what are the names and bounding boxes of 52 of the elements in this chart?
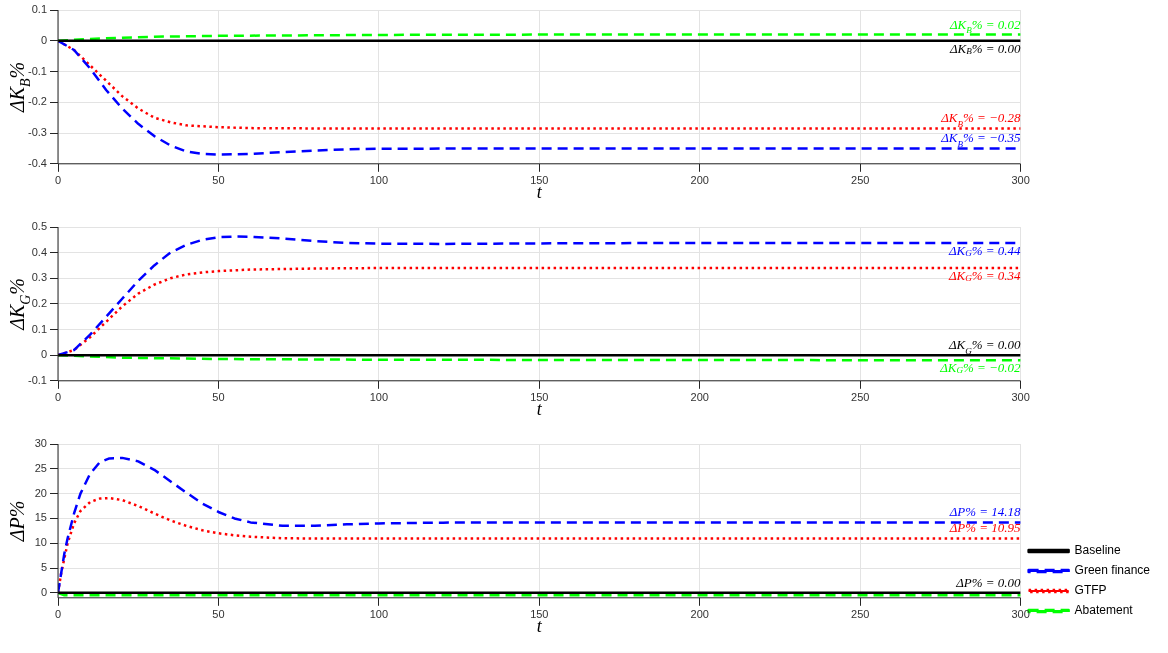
- y-axis-title: ΔKG%: [6, 277, 33, 331]
- y-tick-label: 0: [40, 585, 47, 598]
- y-tick-label: -0.2: [28, 95, 47, 108]
- annotation: ΔP% = 0.00: [955, 574, 1022, 590]
- x-tick-label: 200: [690, 608, 709, 621]
- y-axis-title: ΔP%: [6, 500, 28, 543]
- y-tick-label: -0.4: [28, 156, 47, 169]
- x-tick-label: 300: [1011, 608, 1030, 621]
- y-tick-label: 0.3: [31, 271, 47, 284]
- y-tick-label: 20: [34, 486, 47, 499]
- annotation: ΔP% = 10.95: [948, 520, 1022, 536]
- x-tick-label: 100: [369, 174, 389, 187]
- x-tick-label: 200: [690, 174, 709, 187]
- y-tick-label: 0.2: [31, 296, 47, 309]
- x-tick-label: 50: [212, 174, 225, 187]
- annotation: ΔKG% = −0.02: [939, 360, 1022, 376]
- y-tick-label: 25: [34, 461, 47, 474]
- x-tick-label: 200: [690, 391, 709, 404]
- y-tick-label: 15: [34, 511, 47, 524]
- y-tick-label: 0: [40, 348, 47, 361]
- legend-label: Abatement: [1074, 603, 1134, 618]
- y-tick-label: -0.3: [28, 126, 47, 139]
- y-tick-label: 0.4: [31, 245, 47, 258]
- x-tick-label: 0: [54, 391, 62, 404]
- x-tick-label: 300: [1011, 391, 1030, 404]
- x-tick-label: 100: [369, 608, 389, 621]
- y-tick-label: 5: [40, 561, 47, 574]
- y-tick-label: 30: [34, 437, 47, 450]
- y-tick-label: 10: [34, 536, 47, 549]
- x-tick-label: 250: [851, 391, 870, 404]
- y-tick-label: 0.5: [31, 220, 47, 233]
- legend-label: Green finance: [1074, 563, 1151, 578]
- legend-label: GTFP: [1074, 583, 1107, 598]
- x-tick-label: 100: [369, 391, 389, 404]
- y-tick-label: 0.1: [31, 322, 47, 335]
- x-tick-label: 0: [54, 608, 62, 621]
- x-tick-label: 0: [54, 174, 62, 187]
- y-tick-label: -0.1: [28, 373, 47, 386]
- x-tick-label: 250: [851, 174, 870, 187]
- x-tick-label: 300: [1011, 174, 1030, 187]
- annotation: ΔKG% = 0.34: [947, 267, 1022, 283]
- y-tick-label: 0: [40, 33, 47, 46]
- annotation: ΔP% = 14.18: [948, 504, 1022, 520]
- x-tick-label: 50: [212, 391, 225, 404]
- y-tick-label: -0.1: [28, 64, 47, 77]
- x-tick-label: 250: [851, 608, 870, 621]
- annotation: ΔKG% = 0.44: [947, 242, 1022, 258]
- line-series: [58, 33, 1021, 43]
- legend-label: Baseline: [1074, 543, 1121, 558]
- x-tick-label: 50: [212, 608, 225, 621]
- annotation: ΔKB% = 0.00: [948, 40, 1022, 56]
- y-tick-label: 0.1: [31, 3, 47, 16]
